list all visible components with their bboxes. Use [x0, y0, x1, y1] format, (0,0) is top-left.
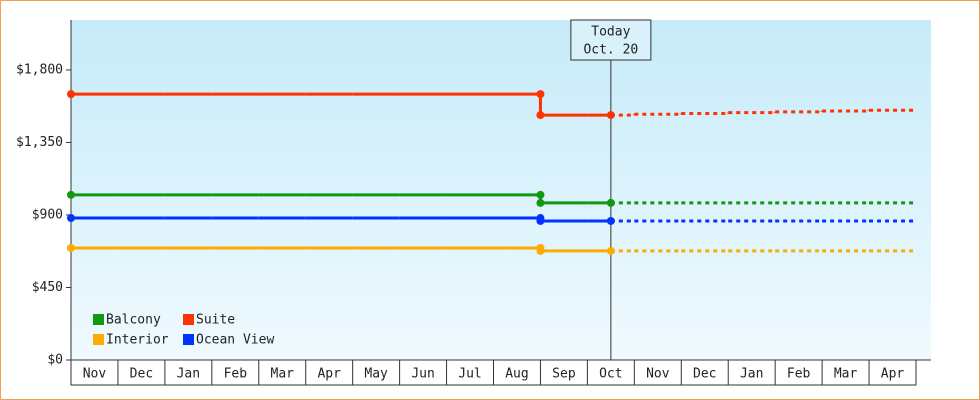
x-tick-label: Nov — [646, 367, 670, 382]
x-tick-label: Oct — [599, 367, 622, 382]
legend-swatch — [183, 314, 194, 325]
x-tick-label: Mar — [271, 367, 295, 382]
y-tick-label: $450 — [32, 280, 63, 295]
price-point — [536, 111, 545, 120]
x-tick-label: Dec — [693, 367, 716, 382]
x-tick-label: Jun — [411, 367, 434, 382]
x-tick-label: Apr — [881, 367, 905, 382]
y-tick-label: $1,350 — [16, 135, 63, 150]
legend-label: Ocean View — [196, 333, 274, 348]
x-tick-label: Jan — [740, 367, 763, 382]
today-box — [570, 19, 652, 61]
x-tick-label: Jan — [177, 367, 200, 382]
x-tick-label: Feb — [787, 367, 811, 382]
legend-label: Interior — [106, 333, 169, 348]
x-tick-label: Mar — [834, 367, 858, 382]
price-point — [536, 246, 545, 255]
plot-area — [71, 20, 931, 360]
price-point — [67, 214, 75, 223]
price-point — [536, 90, 545, 99]
x-tick-label: Feb — [224, 367, 248, 382]
x-tick-label: Nov — [83, 367, 107, 382]
legend-swatch — [183, 334, 194, 345]
y-tick-label: $900 — [32, 207, 63, 222]
x-tick-label: May — [364, 367, 388, 382]
price-point — [536, 190, 545, 199]
x-tick-label: Sep — [552, 367, 576, 382]
x-tick-label: Jul — [458, 367, 481, 382]
legend-swatch — [93, 334, 104, 345]
y-tick-label: $0 — [47, 353, 63, 368]
x-tick-label: Dec — [130, 367, 153, 382]
y-tick-label: $1,800 — [16, 62, 63, 77]
price-point — [67, 90, 75, 99]
legend-label: Suite — [196, 313, 235, 328]
today-label: Today — [591, 25, 630, 40]
legend-label: Balcony — [106, 313, 161, 328]
price-point — [536, 198, 545, 207]
price-point — [67, 190, 75, 199]
x-tick-label: Apr — [317, 367, 341, 382]
price-point — [67, 244, 75, 253]
today-label: Oct. 20 — [583, 43, 638, 58]
price-point — [536, 216, 545, 225]
x-tick-label: Aug — [505, 367, 528, 382]
legend-swatch — [93, 314, 104, 325]
